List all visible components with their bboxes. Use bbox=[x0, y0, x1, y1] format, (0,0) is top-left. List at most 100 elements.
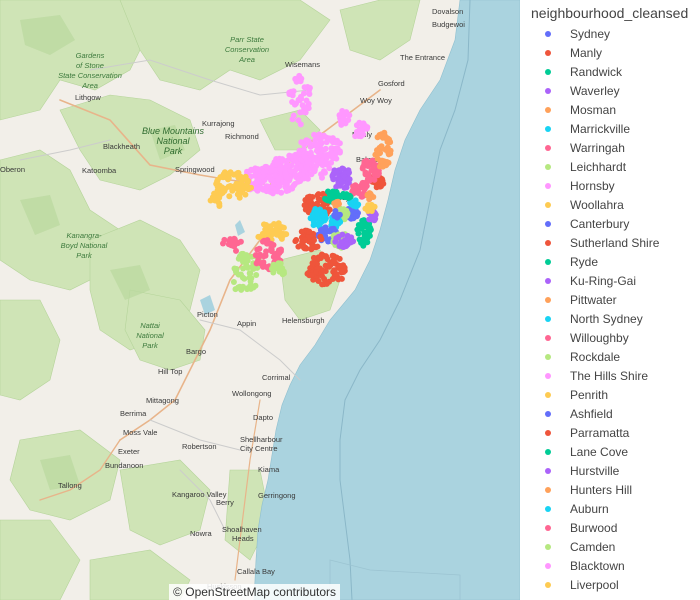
listing-point bbox=[297, 78, 304, 85]
place-label: Gosford bbox=[378, 79, 405, 88]
listing-point bbox=[357, 222, 364, 229]
legend-item-canterbury[interactable]: Canterbury bbox=[521, 214, 700, 233]
listing-point bbox=[358, 181, 365, 188]
listing-point bbox=[298, 95, 305, 102]
listing-point bbox=[306, 198, 313, 204]
listing-point bbox=[383, 159, 390, 165]
legend-marker bbox=[545, 163, 551, 170]
listing-point bbox=[259, 179, 266, 186]
legend-item-camden[interactable]: Camden bbox=[521, 537, 700, 556]
legend-item-marrickville[interactable]: Marrickville bbox=[521, 119, 700, 138]
place-label: Bargo bbox=[186, 347, 206, 356]
legend-item-hurstville[interactable]: Hurstville bbox=[521, 461, 700, 480]
place-label: Picton bbox=[197, 310, 218, 319]
legend-item-sutherland-shire[interactable]: Sutherland Shire bbox=[521, 233, 700, 252]
listing-point bbox=[386, 136, 392, 143]
legend-item-sydney[interactable]: Sydney bbox=[521, 24, 700, 43]
listing-point bbox=[311, 166, 318, 173]
legend-item-woollahra[interactable]: Woollahra bbox=[521, 195, 700, 214]
listing-point bbox=[282, 170, 289, 177]
listing-point bbox=[320, 252, 327, 259]
legend-item-manly[interactable]: Manly bbox=[521, 43, 700, 62]
legend-item-label: Hornsby bbox=[570, 178, 615, 193]
listing-point bbox=[360, 131, 367, 138]
map-canvas[interactable]: Dovalson Budgewoi The Entrance Gosford Woy W… bbox=[0, 0, 520, 600]
listing-point bbox=[254, 258, 261, 265]
legend-item-label: Auburn bbox=[570, 501, 609, 516]
park-label: Blue Mountains National Park bbox=[142, 126, 205, 156]
legend-item-label: Liverpool bbox=[570, 577, 619, 592]
legend-marker bbox=[545, 505, 551, 512]
legend-item-hunters-hill[interactable]: Hunters Hill bbox=[521, 480, 700, 499]
legend-marker bbox=[545, 372, 551, 379]
listing-point bbox=[284, 157, 290, 164]
listing-point bbox=[328, 159, 335, 166]
legend-item-hornsby[interactable]: Hornsby bbox=[521, 176, 700, 195]
listing-point bbox=[305, 100, 312, 107]
listing-point bbox=[369, 157, 376, 164]
map-attribution[interactable]: © OpenStreetMap contributors bbox=[169, 584, 340, 600]
listing-point bbox=[360, 217, 367, 224]
legend-item-label: Ryde bbox=[570, 254, 599, 269]
listing-point bbox=[325, 238, 332, 245]
listing-point bbox=[280, 224, 287, 231]
listing-point bbox=[374, 147, 381, 154]
listing-point bbox=[330, 155, 336, 162]
legend-item-north-sydney[interactable]: North Sydney bbox=[521, 309, 700, 328]
legend-item-liverpool[interactable]: Liverpool bbox=[521, 575, 700, 594]
place-label: Mittagong bbox=[146, 396, 179, 405]
legend-item-label: Manly bbox=[570, 45, 603, 60]
basemap: Dovalson Budgewoi The Entrance Gosford Woy W… bbox=[0, 0, 520, 600]
legend-marker bbox=[545, 429, 551, 436]
listing-point bbox=[338, 239, 345, 246]
listing-point bbox=[336, 262, 343, 269]
legend-item-penrith[interactable]: Penrith bbox=[521, 385, 700, 404]
legend-item-blacktown[interactable]: Blacktown bbox=[521, 556, 700, 575]
legend-item-waverley[interactable]: Waverley bbox=[521, 81, 700, 100]
legend-item-the-hills-shire[interactable]: The Hills Shire bbox=[521, 366, 700, 385]
listing-point bbox=[213, 181, 220, 187]
legend-item-burwood[interactable]: Burwood bbox=[521, 518, 700, 537]
legend-item-leichhardt[interactable]: Leichhardt bbox=[521, 157, 700, 176]
legend-item-label: Blacktown bbox=[570, 558, 625, 573]
legend-item-ku-ring-gai[interactable]: Ku-Ring-Gai bbox=[521, 271, 700, 290]
listing-point bbox=[306, 84, 313, 91]
legend-item-rockdale[interactable]: Rockdale bbox=[521, 347, 700, 366]
legend-item-label: Rockdale bbox=[570, 349, 621, 364]
listing-point bbox=[301, 237, 308, 244]
legend-item-lane-cove[interactable]: Lane Cove bbox=[521, 442, 700, 461]
listing-point bbox=[307, 149, 314, 156]
legend-item-parramatta[interactable]: Parramatta bbox=[521, 423, 700, 442]
listing-point bbox=[285, 162, 292, 169]
place-label: Richmond bbox=[225, 132, 259, 141]
listing-point bbox=[260, 172, 267, 179]
legend-marker bbox=[545, 49, 551, 56]
legend-item-label: Sydney bbox=[570, 26, 611, 41]
legend-item-willoughby[interactable]: Willoughby bbox=[521, 328, 700, 347]
listing-point bbox=[216, 203, 223, 209]
listing-point bbox=[316, 220, 323, 227]
legend-item-auburn[interactable]: Auburn bbox=[521, 499, 700, 518]
listing-point bbox=[314, 214, 321, 221]
listing-point bbox=[253, 272, 260, 278]
place-label: Lithgow bbox=[75, 93, 101, 102]
legend-item-warringah[interactable]: Warringah bbox=[521, 138, 700, 157]
legend-item-mosman[interactable]: Mosman bbox=[521, 100, 700, 119]
legend-item-ryde[interactable]: Ryde bbox=[521, 252, 700, 271]
place-label: Appin bbox=[237, 319, 256, 328]
legend-item-randwick[interactable]: Randwick bbox=[521, 62, 700, 81]
listing-point bbox=[268, 248, 275, 255]
legend-marker bbox=[545, 201, 551, 208]
legend-item-ashfield[interactable]: Ashfield bbox=[521, 404, 700, 423]
listing-point bbox=[348, 215, 355, 222]
listing-point bbox=[327, 192, 333, 198]
listing-point bbox=[274, 254, 281, 261]
legend-marker bbox=[545, 182, 551, 189]
listing-point bbox=[353, 213, 360, 220]
listing-point bbox=[379, 163, 386, 170]
place-label: Shellharbour bbox=[240, 435, 283, 444]
listing-point bbox=[306, 193, 313, 200]
listing-point bbox=[301, 202, 308, 209]
sea bbox=[253, 0, 520, 600]
legend-item-pittwater[interactable]: Pittwater bbox=[521, 290, 700, 309]
